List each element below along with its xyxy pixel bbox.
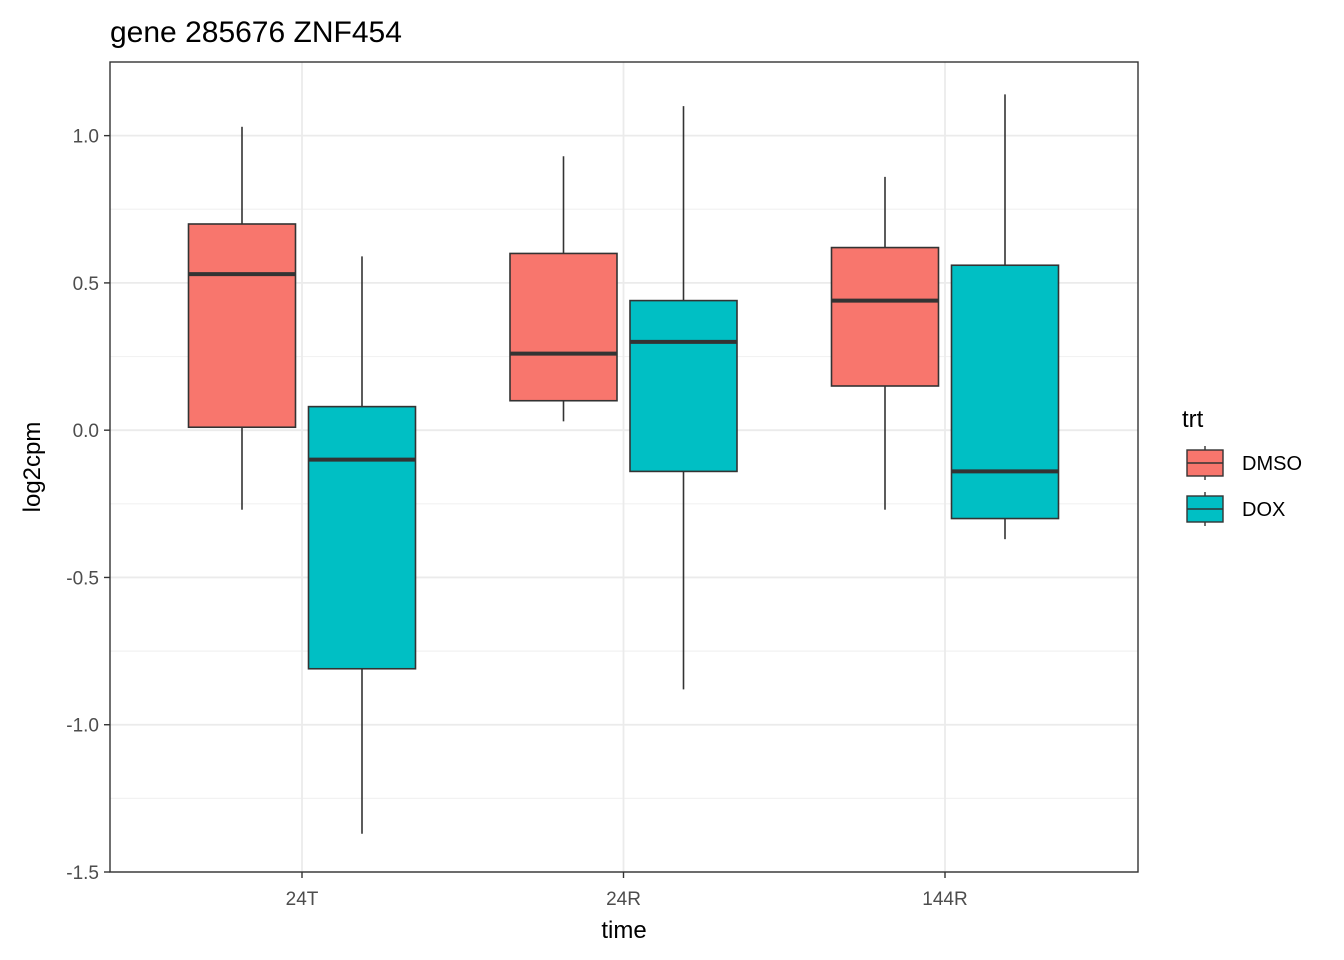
x-tick-label: 24T bbox=[286, 889, 319, 910]
legend-item-dmso: DMSO bbox=[1186, 446, 1302, 480]
x-tick-label: 24R bbox=[606, 889, 641, 910]
x-axis-title: time bbox=[601, 917, 646, 944]
y-tick-label: 1.0 bbox=[73, 127, 99, 148]
box-body bbox=[307, 405, 417, 670]
box-dmso-24r bbox=[509, 156, 618, 422]
boxes bbox=[187, 94, 1060, 834]
box-dox-144r bbox=[950, 94, 1060, 540]
chart-title: gene 285676 ZNF454 bbox=[110, 16, 402, 49]
y-tick-label: -0.5 bbox=[66, 568, 99, 589]
y-tick-label: 0.0 bbox=[73, 421, 99, 442]
legend-item-dox: DOX bbox=[1186, 492, 1285, 526]
y-axis-title: log2cpm bbox=[19, 422, 46, 513]
legend-label: DMSO bbox=[1242, 453, 1302, 475]
box-body bbox=[187, 223, 297, 429]
box-dmso-24t bbox=[187, 126, 297, 510]
box-body bbox=[509, 252, 618, 402]
legend: trt DMSO DOX bbox=[1182, 406, 1302, 526]
box-dox-24t bbox=[307, 256, 417, 834]
legend-title: trt bbox=[1182, 406, 1204, 433]
x-tick-label: 144R bbox=[922, 889, 967, 910]
y-tick-label: -1.0 bbox=[66, 716, 99, 737]
y-tick-label: -1.5 bbox=[66, 863, 99, 884]
y-tick-label: 0.5 bbox=[73, 274, 99, 295]
box-body bbox=[950, 264, 1060, 520]
axes: -1.5 -1.0 -0.5 0.0 0.5 1.0 24T 24R 144R bbox=[66, 127, 967, 910]
box-body bbox=[830, 246, 940, 387]
box-body bbox=[629, 299, 738, 473]
box-dox-24r bbox=[629, 106, 738, 690]
legend-label: DOX bbox=[1242, 499, 1285, 521]
box-dmso-144r bbox=[830, 176, 940, 510]
